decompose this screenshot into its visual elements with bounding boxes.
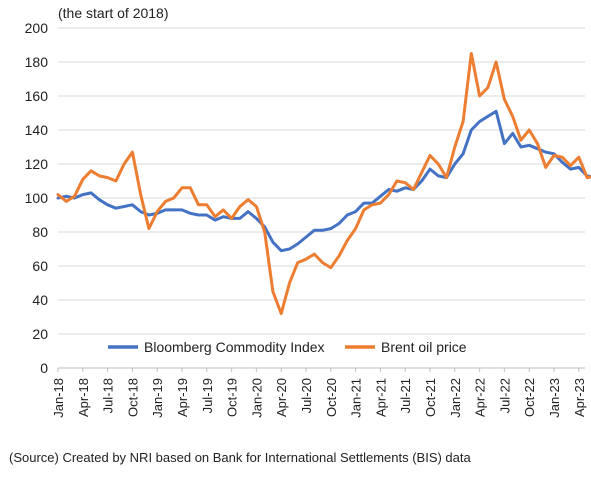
y-tick-label: 60 [32, 258, 48, 274]
x-tick-label: Jan-18 [51, 378, 66, 418]
y-tick-label: 100 [25, 190, 49, 206]
x-tick-label: Jan-20 [249, 378, 264, 418]
x-tick-label: Apr-23 [572, 378, 587, 417]
y-tick-label: 160 [25, 88, 49, 104]
gridlines [58, 27, 585, 335]
unit-note: (the start of 2018) [58, 5, 169, 21]
y-tick-label: 200 [25, 20, 49, 36]
series-line-2 [56, 52, 591, 316]
series-line-1 [56, 109, 591, 253]
x-tick-label: Apr-22 [473, 378, 488, 417]
y-tick-label: 20 [32, 326, 48, 342]
series-lines [56, 52, 591, 316]
y-tick-label: 40 [32, 292, 48, 308]
y-tick-label: 140 [25, 122, 49, 138]
x-tick-label: Oct-22 [522, 378, 537, 417]
x-tick-label: Jan-19 [150, 378, 165, 418]
x-tick-label: Apr-19 [175, 378, 190, 417]
x-tick-label: Jul-22 [497, 378, 512, 413]
x-tick-label: Oct-19 [225, 378, 240, 417]
x-tick-label: Jan-22 [448, 378, 463, 418]
axes: 0 20 40 60 80 100 120 140 160 180 200 Jan-18 Apr-18 J… [25, 20, 587, 418]
x-tick-label: Jul-21 [398, 378, 413, 413]
x-tick-label: Jan-21 [349, 378, 364, 418]
x-tick-label: Oct-21 [423, 378, 438, 417]
x-tick-label: Oct-20 [324, 378, 339, 417]
legend-label: Brent oil price [381, 339, 467, 355]
x-tick-label: Apr-18 [76, 378, 91, 417]
x-tick-label: Jul-19 [200, 378, 215, 413]
x-tick-label: Oct-18 [125, 378, 140, 417]
x-tick-label: Jan-23 [547, 378, 562, 418]
x-tick-label: Apr-21 [373, 378, 388, 417]
y-tick-label: 180 [25, 54, 49, 70]
legend-label: Bloomberg Commodity Index [144, 339, 325, 355]
source-note: (Source) Created by NRI based on Bank fo… [9, 450, 471, 465]
y-tick-label: 120 [25, 156, 49, 172]
legend: Bloomberg Commodity Index Brent oil price [108, 339, 467, 355]
x-tick-label: Jul-18 [101, 378, 116, 413]
x-tick-label: Jul-20 [299, 378, 314, 413]
y-tick-label: 0 [40, 360, 48, 376]
y-tick-label: 80 [32, 224, 48, 240]
x-tick-label: Apr-20 [274, 378, 289, 417]
